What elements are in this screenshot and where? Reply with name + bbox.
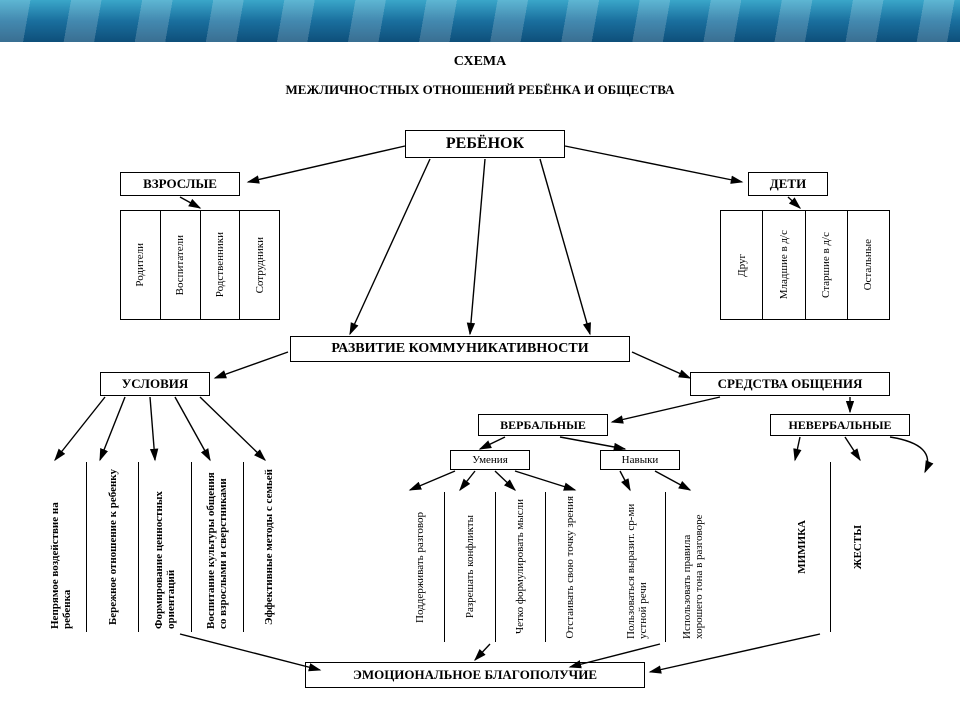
list-item: Формирование ценностных ориентаций	[138, 462, 190, 632]
list-item: Четко формулировать мысли	[495, 492, 545, 642]
list-item: Родственники	[201, 210, 241, 320]
list-item: Бережное отношение к ребенку	[86, 462, 138, 632]
list-item: Разрешать конфликты	[444, 492, 494, 642]
list-item: Непрямое воздействие на ребенка	[35, 462, 86, 632]
list-item: Друг	[720, 210, 763, 320]
list-item: Родители	[120, 210, 161, 320]
node-communication-means: СРЕДСТВА ОБЩЕНИЯ	[690, 372, 890, 396]
list-item: ЖЕСТЫ	[830, 462, 886, 632]
decorative-header-band	[0, 0, 960, 42]
title-line1: СХЕМА	[0, 54, 960, 70]
diagram-canvas: СХЕМА МЕЖЛИЧНОСТНЫХ ОТНОШЕНИЙ РЕБЁНКА И …	[0, 42, 960, 720]
list-item: Воспитание культуры общения со взрослыми…	[191, 462, 243, 632]
list-item: Сотрудники	[240, 210, 280, 320]
node-abilities: Умения	[450, 450, 530, 470]
node-communicativeness-development: РАЗВИТИЕ КОММУНИКАТИВНОСТИ	[290, 336, 630, 362]
title-line2: МЕЖЛИЧНОСТНЫХ ОТНОШЕНИЙ РЕБЁНКА И ОБЩЕСТ…	[0, 82, 960, 98]
node-children: ДЕТИ	[748, 172, 828, 196]
list-item: МИМИКА	[775, 462, 830, 632]
node-nonverbal: НЕВЕРБАЛЬНЫЕ	[770, 414, 910, 436]
skills-columns: Пользоваться выразит. ср-ми устной речиИ…	[610, 492, 720, 642]
node-skills: Навыки	[600, 450, 680, 470]
list-item: Воспитатели	[161, 210, 201, 320]
node-adults: ВЗРОСЛЫЕ	[120, 172, 240, 196]
node-verbal: ВЕРБАЛЬНЫЕ	[478, 414, 608, 436]
list-item: Использовать правила хорошего тона в раз…	[665, 492, 721, 642]
adults-columns: РодителиВоспитателиРодственникиСотрудник…	[120, 210, 280, 320]
list-item: Остальные	[848, 210, 890, 320]
list-item: Старшие в д/с	[806, 210, 848, 320]
conditions-columns: Непрямое воздействие на ребенкаБережное …	[35, 462, 295, 632]
children-columns: ДругМладшие в д/сСтаршие в д/сОстальные	[720, 210, 890, 320]
node-emotional-wellbeing: ЭМОЦИОНАЛЬНОЕ БЛАГОПОЛУЧИЕ	[305, 662, 645, 688]
abilities-columns: Поддерживать разговорРазрешать конфликты…	[395, 492, 595, 642]
list-item: Эффективные методы с семьей	[243, 462, 295, 632]
node-child: РЕБЁНОК	[405, 130, 565, 158]
list-item: Отстаивать свою точку зрения	[545, 492, 595, 642]
list-item: Поддерживать разговор	[395, 492, 444, 642]
list-item: Пользоваться выразит. ср-ми устной речи	[610, 492, 665, 642]
node-conditions: УСЛОВИЯ	[100, 372, 210, 396]
nonverbal-columns: МИМИКАЖЕСТЫ	[775, 462, 885, 632]
list-item: Младшие в д/с	[763, 210, 805, 320]
